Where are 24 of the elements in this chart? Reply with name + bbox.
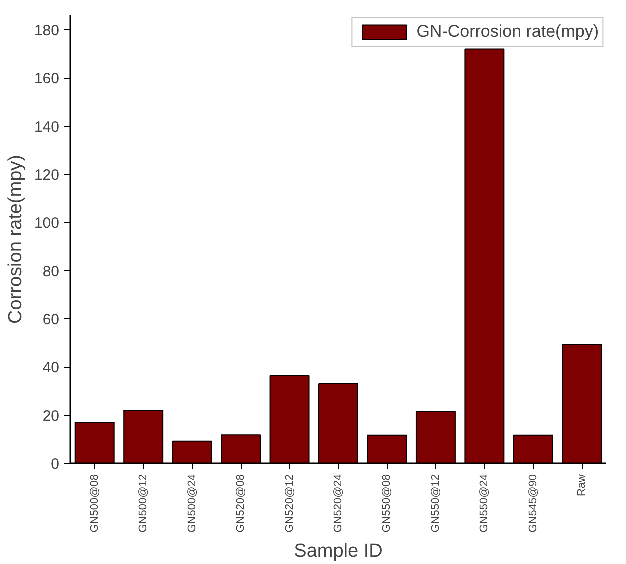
x-tick-label: GN545@90 [527, 474, 540, 533]
y-tick-label: 100 [34, 215, 60, 232]
x-tick-label: GN500@24 [186, 474, 198, 533]
legend-label: GN-Corrosion rate(mpy) [416, 22, 599, 42]
x-tick-label: GN520@24 [332, 474, 344, 533]
x-tick-label: GN520@12 [284, 474, 296, 533]
y-tick-label: 160 [34, 70, 60, 88]
x-tick-label: Raw [576, 474, 588, 497]
y-axis-title: Corrosion rate(mpy) [5, 155, 26, 324]
y-tick-label: 40 [42, 360, 60, 377]
x-tick-label: GN500@08 [88, 474, 101, 533]
x-axis-title: Sample ID [294, 540, 383, 562]
x-tick-label: GN550@12 [430, 474, 442, 533]
y-tick-label: 20 [42, 408, 60, 425]
y-tick-label: 80 [42, 263, 60, 280]
x-tick-label: GN500@12 [138, 474, 150, 533]
y-tick-label: 140 [34, 118, 60, 136]
x-tick-label: GN520@08 [235, 474, 248, 533]
y-tick-label: 0 [51, 456, 60, 473]
x-tick-label: GN550@08 [381, 474, 394, 533]
y-tick-label: 180 [34, 22, 60, 40]
y-tick-label: 120 [34, 166, 60, 184]
y-tick-label: 60 [42, 311, 60, 328]
x-tick-label: GN550@24 [478, 474, 491, 533]
